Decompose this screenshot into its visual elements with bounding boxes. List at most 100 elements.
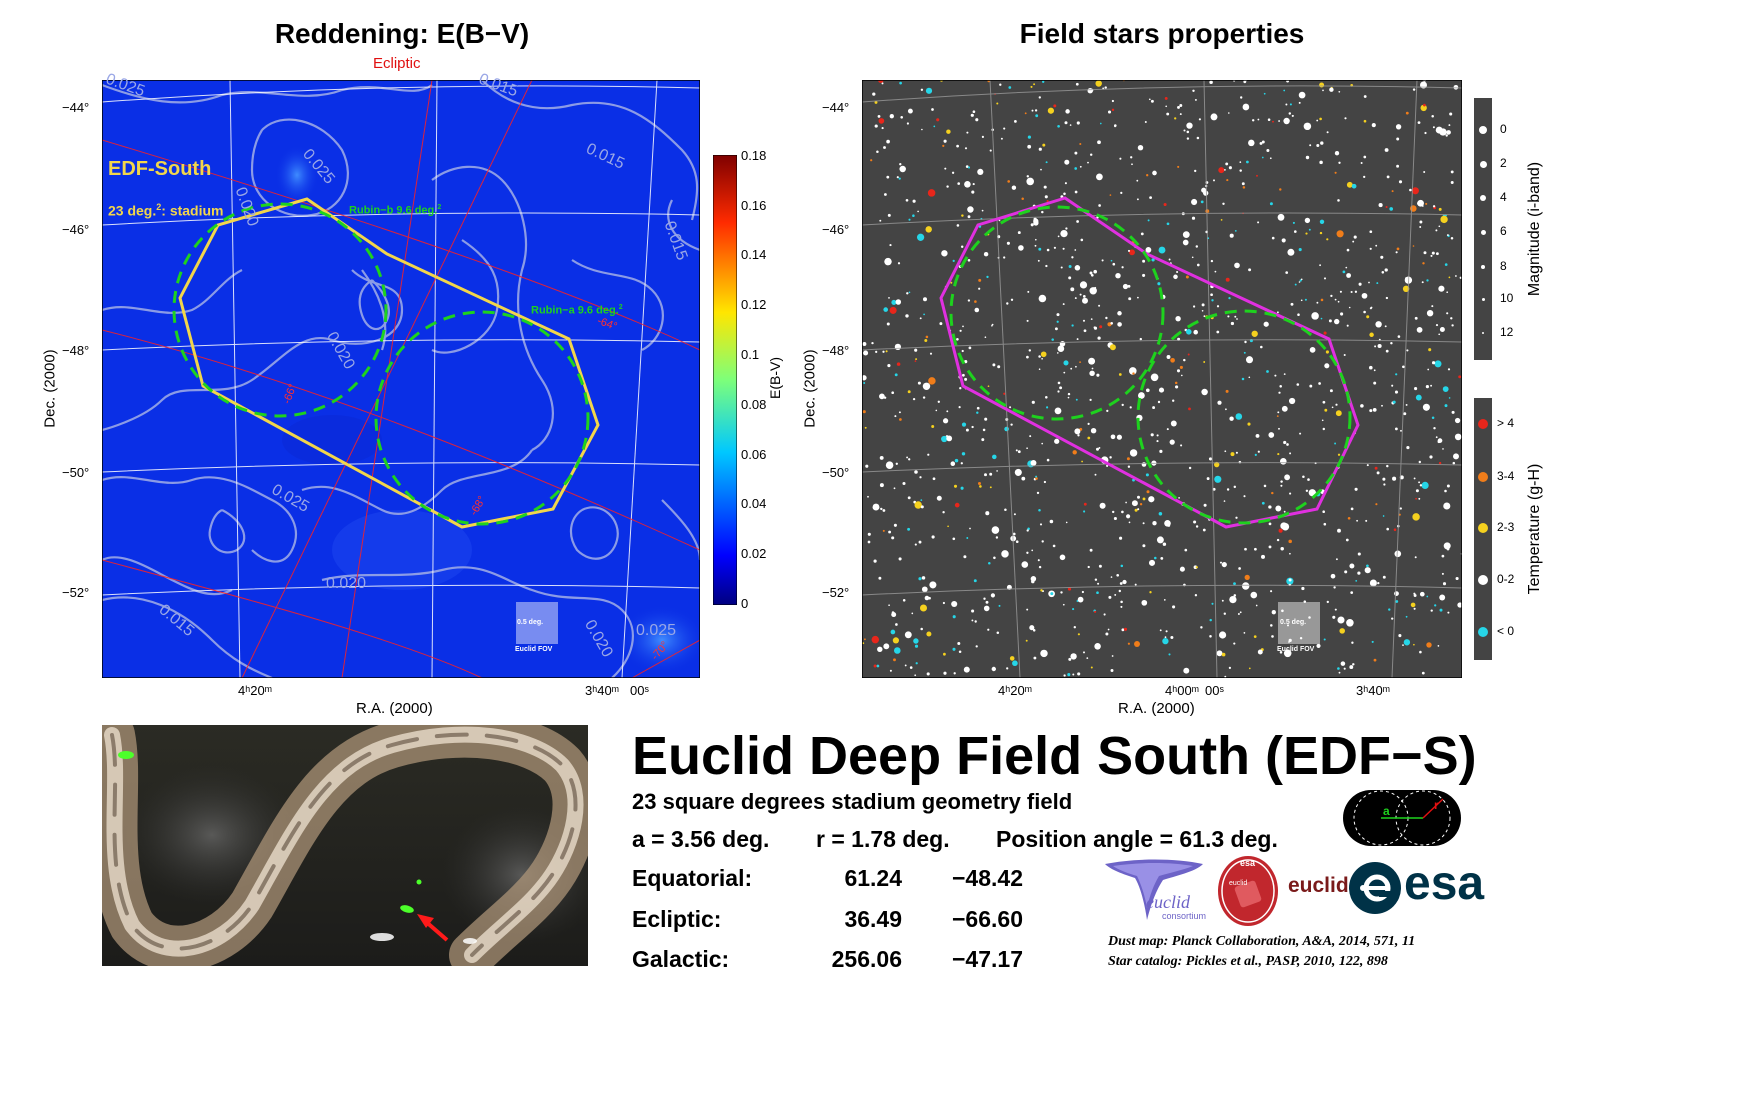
star <box>883 146 886 149</box>
star <box>1150 373 1159 382</box>
star <box>1040 351 1047 358</box>
star <box>1267 118 1271 121</box>
star <box>960 462 963 465</box>
star <box>1357 552 1361 556</box>
star <box>1045 396 1048 399</box>
star <box>1172 399 1175 402</box>
star <box>1083 502 1087 506</box>
star <box>1062 603 1065 606</box>
star <box>936 118 940 122</box>
star <box>931 108 934 111</box>
star <box>1334 318 1340 325</box>
star <box>883 307 889 312</box>
star <box>1263 484 1267 488</box>
star <box>1288 641 1290 643</box>
star <box>1046 406 1049 409</box>
star <box>1288 539 1292 544</box>
star <box>894 647 901 654</box>
star <box>1075 365 1077 368</box>
star <box>888 530 892 534</box>
star <box>907 108 913 114</box>
colorbar-tick: 0 <box>741 596 749 611</box>
star <box>1430 384 1433 387</box>
star <box>1128 297 1132 301</box>
star <box>1129 249 1135 256</box>
contour-label: 0.025 <box>636 622 677 639</box>
star <box>1369 230 1373 234</box>
star <box>1127 465 1131 468</box>
stadium-a-label: a <box>1383 804 1390 818</box>
star <box>991 324 993 327</box>
star <box>885 461 894 469</box>
star <box>1046 248 1050 252</box>
star <box>1130 156 1133 159</box>
star <box>897 262 901 265</box>
star <box>907 496 911 500</box>
star <box>1380 255 1384 259</box>
fov-label: 0.5 deg. <box>1280 619 1307 626</box>
star <box>896 362 901 366</box>
star <box>1051 338 1054 341</box>
star <box>967 299 971 302</box>
star <box>1415 489 1419 493</box>
star <box>1291 114 1294 117</box>
star <box>1450 236 1454 240</box>
star <box>1188 466 1192 470</box>
star <box>1160 556 1164 560</box>
star <box>1032 629 1036 632</box>
star <box>1349 665 1354 670</box>
star <box>1418 481 1421 484</box>
colorbar-tick: 0.1 <box>741 347 760 362</box>
star <box>926 672 930 676</box>
star <box>977 481 982 486</box>
star <box>1015 449 1018 452</box>
star <box>1168 653 1171 656</box>
star <box>1165 630 1168 633</box>
star <box>1098 446 1101 449</box>
star <box>989 472 993 476</box>
star <box>1157 282 1161 286</box>
star <box>1203 361 1206 363</box>
star <box>1129 367 1137 375</box>
ra-tick: 4ʰ20ᵐ <box>998 683 1033 698</box>
star <box>914 543 917 546</box>
star <box>889 306 897 314</box>
star <box>1176 270 1179 274</box>
star <box>1179 113 1182 116</box>
star <box>883 396 887 399</box>
star <box>876 664 880 668</box>
star <box>1375 321 1382 328</box>
star <box>1430 254 1433 257</box>
colorbar-tick: 0.08 <box>741 397 767 412</box>
star <box>1229 416 1234 421</box>
star <box>953 672 956 675</box>
coord-lat: −66.60 <box>952 906 1023 932</box>
star <box>1147 219 1150 222</box>
star <box>920 505 924 509</box>
star <box>918 577 922 581</box>
star <box>1444 489 1447 493</box>
star <box>889 244 892 247</box>
star <box>1067 587 1072 591</box>
star <box>965 428 969 432</box>
star <box>1093 269 1097 274</box>
star <box>912 199 916 203</box>
star <box>1357 571 1361 575</box>
star <box>1070 287 1075 292</box>
star <box>1208 457 1213 461</box>
star <box>1382 515 1385 517</box>
star <box>1079 142 1082 146</box>
star <box>1352 240 1355 243</box>
star <box>1167 524 1171 527</box>
star <box>921 586 928 593</box>
star <box>1338 90 1341 93</box>
star <box>1121 266 1124 269</box>
star <box>1170 635 1174 640</box>
star <box>874 100 878 104</box>
star <box>1089 370 1095 377</box>
star <box>886 139 890 144</box>
star <box>908 218 911 221</box>
colorbar-tick: 0.02 <box>741 546 767 561</box>
star <box>1025 639 1028 642</box>
star <box>983 597 986 600</box>
